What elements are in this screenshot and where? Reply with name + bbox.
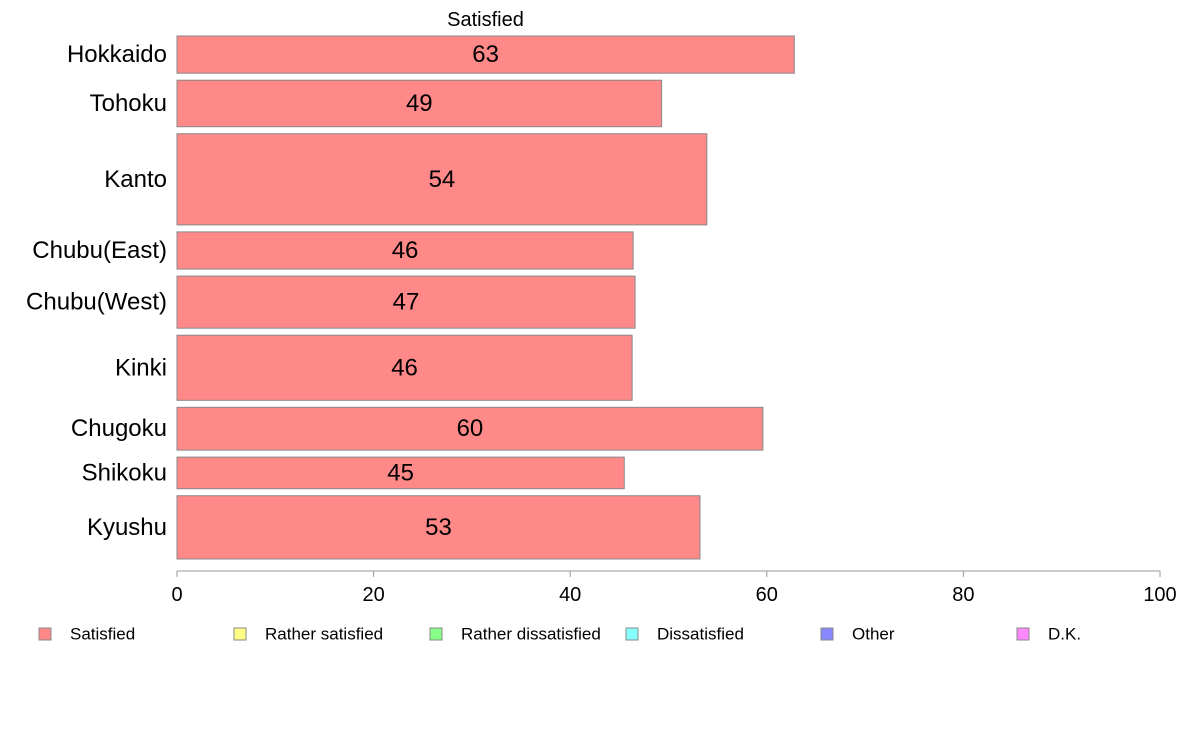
legend-swatch (1016, 627, 1030, 641)
legend-swatch (38, 627, 52, 641)
bar-chubu-east (176, 231, 634, 270)
legend-swatch (820, 627, 834, 641)
category-label: Kanto (104, 166, 167, 193)
x-tick-label: 0 (171, 584, 182, 606)
legend: Satisfied Rather satisfied Rather dissatis… (38, 625, 1081, 644)
x-tick-label: 20 (362, 584, 384, 606)
data-label: 49 (406, 90, 433, 117)
bar-kinki (176, 334, 633, 401)
x-tick-label: 60 (756, 584, 778, 606)
x-tick-label: 100 (1143, 584, 1176, 606)
category-label: Chubu(West) (26, 289, 167, 316)
x-axis: 0 20 40 60 80 100 (171, 570, 1177, 606)
bars-layer: Hokkaido 63 Tohoku 49 Kanto 54 Chubu(East) 46 Ch… (26, 35, 795, 560)
data-label: 53 (425, 514, 452, 541)
legend-swatch (233, 627, 247, 641)
category-label: Kinki (115, 354, 167, 381)
data-label: 63 (472, 41, 499, 68)
bar-hokkaido (176, 35, 795, 74)
legend-label: D.K. (1048, 625, 1081, 644)
legend-swatch (429, 627, 443, 641)
legend-label: Rather dissatisfied (461, 625, 601, 644)
category-label: Chubu(East) (32, 237, 167, 264)
bar-chugoku (176, 406, 764, 451)
legend-label: Satisfied (70, 625, 135, 644)
chart-title: Satisfied (447, 9, 524, 31)
legend-swatch (625, 627, 639, 641)
data-label: 54 (429, 166, 456, 193)
bar-chubu-west (176, 275, 636, 329)
category-label: Shikoku (82, 459, 167, 486)
bar-tohoku (176, 79, 663, 128)
data-label: 47 (393, 289, 420, 316)
category-label: Hokkaido (67, 41, 167, 68)
legend-label: Other (852, 625, 895, 644)
data-label: 46 (391, 354, 418, 381)
bar-shikoku (176, 456, 625, 490)
category-label: Kyushu (87, 514, 167, 541)
x-tick-label: 40 (559, 584, 581, 606)
bar-kanto (176, 133, 708, 226)
data-label: 45 (387, 459, 414, 486)
x-tick-label: 80 (952, 584, 974, 606)
legend-label: Dissatisfied (657, 625, 744, 644)
legend-label: Rather satisfied (265, 625, 383, 644)
category-label: Tohoku (90, 90, 167, 117)
category-label: Chugoku (71, 415, 167, 442)
data-label: 46 (392, 237, 419, 264)
data-label: 60 (457, 415, 484, 442)
bar-kyushu (176, 495, 701, 560)
